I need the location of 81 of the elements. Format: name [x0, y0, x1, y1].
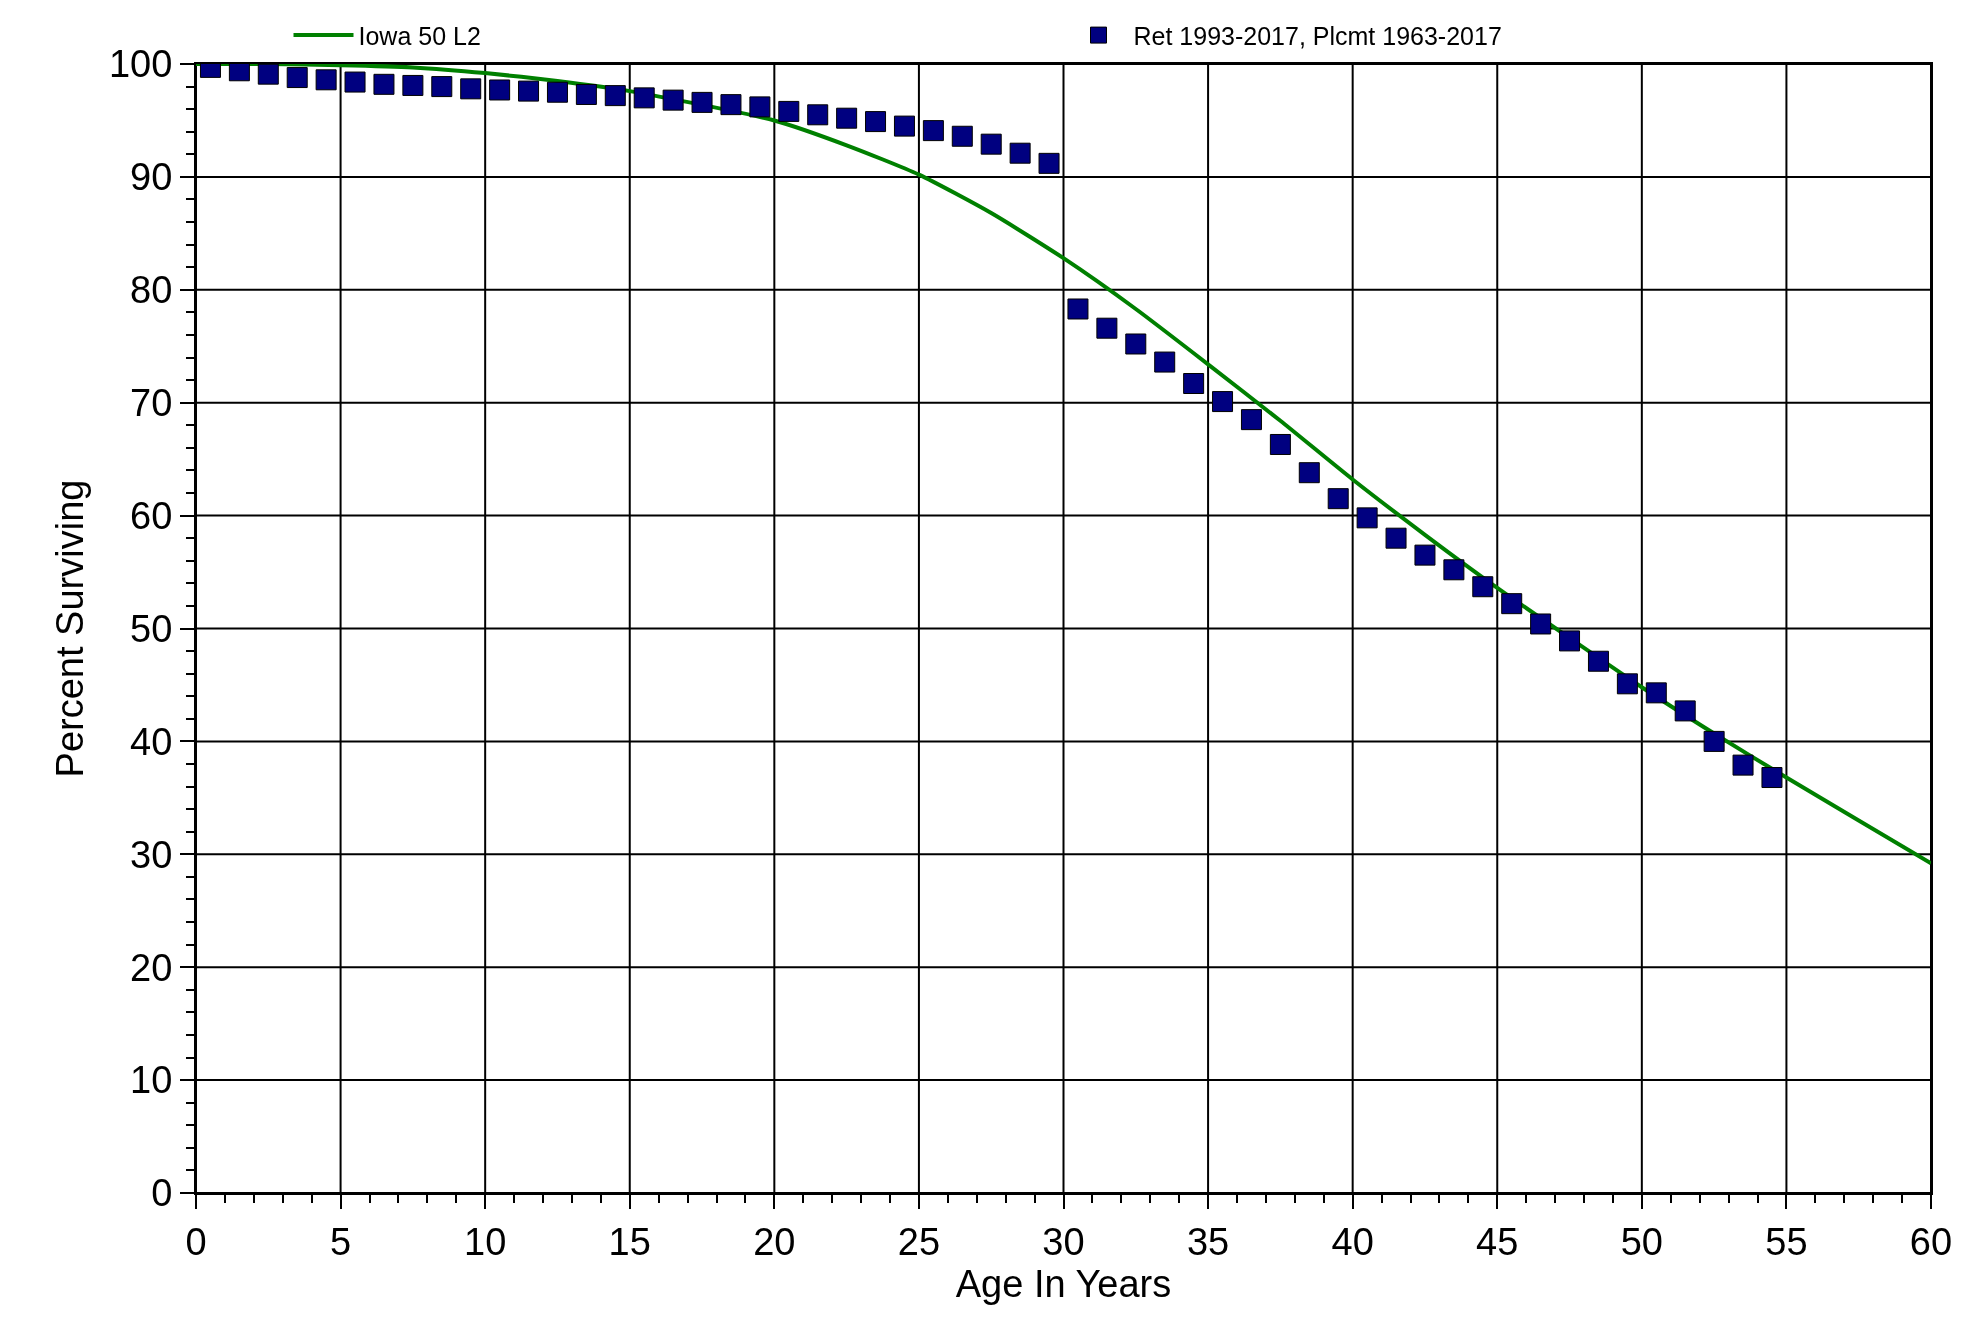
point — [980, 133, 1002, 155]
y-tick-label: 80 — [130, 269, 173, 312]
y-tick-label: 0 — [151, 1172, 173, 1215]
point — [1009, 142, 1031, 164]
point — [1674, 700, 1696, 722]
point — [1154, 351, 1176, 373]
point — [1443, 559, 1465, 581]
point — [1587, 650, 1609, 672]
point — [546, 81, 568, 103]
point — [1298, 462, 1320, 484]
point — [1761, 767, 1783, 789]
point — [922, 120, 944, 142]
point — [807, 104, 829, 126]
point — [951, 125, 973, 147]
point — [1501, 593, 1523, 615]
point — [778, 100, 800, 122]
y-tick-label: 40 — [130, 720, 173, 763]
point — [344, 71, 366, 93]
x-tick-label: 25 — [897, 1220, 941, 1263]
point — [286, 67, 308, 89]
x-tick-label: 45 — [1476, 1220, 1519, 1263]
point — [1038, 152, 1060, 174]
x-tick-label: 30 — [1042, 1220, 1085, 1263]
y-tick-label: 90 — [130, 156, 173, 199]
y-tick-label: 10 — [130, 1059, 173, 1102]
point — [633, 87, 655, 109]
point — [691, 91, 713, 113]
x-tick-label: 35 — [1186, 1220, 1230, 1263]
legend-label: Iowa 50 L2 — [358, 21, 481, 50]
point — [402, 74, 424, 96]
point — [489, 79, 511, 101]
point — [373, 73, 395, 95]
point — [257, 64, 279, 85]
point — [1559, 630, 1581, 652]
x-tick-label: 40 — [1331, 1220, 1374, 1263]
y-tick-label: 60 — [130, 494, 173, 537]
x-axis-title: Age In Years — [955, 1262, 1172, 1305]
point — [1096, 317, 1118, 339]
point — [720, 94, 742, 116]
y-tick-label: 30 — [130, 833, 173, 876]
y-tick-label: 100 — [108, 43, 173, 86]
x-tick-label: 60 — [1909, 1220, 1953, 1263]
point — [836, 107, 858, 129]
point — [604, 85, 626, 107]
point — [1183, 373, 1205, 395]
x-tick-label: 55 — [1765, 1220, 1808, 1263]
point — [1703, 730, 1725, 752]
point — [1414, 544, 1436, 566]
point — [865, 111, 887, 133]
point — [1240, 409, 1262, 431]
point — [1530, 613, 1552, 635]
point — [1269, 433, 1291, 455]
point — [749, 96, 771, 118]
y-tick-label: 70 — [130, 382, 173, 424]
x-tick-label: 20 — [753, 1220, 796, 1263]
point — [575, 83, 597, 105]
point — [1327, 488, 1349, 510]
point — [431, 76, 453, 98]
point — [1212, 391, 1234, 413]
x-tick-label: 0 — [185, 1220, 207, 1263]
x-tick-label: 50 — [1620, 1220, 1663, 1263]
y-axis-title: Percent Surviving — [48, 479, 91, 778]
point — [1472, 576, 1494, 598]
point — [315, 69, 337, 91]
x-tick-label: 5 — [330, 1220, 352, 1263]
y-tick-label: 50 — [130, 607, 173, 650]
point — [460, 78, 482, 100]
point — [1732, 754, 1754, 776]
point — [662, 89, 684, 111]
point — [1125, 333, 1147, 355]
legend-label: Ret 1993-2017, Plcmt 1963-2017 — [1133, 21, 1502, 50]
point — [1356, 507, 1378, 529]
y-tick-label: 20 — [130, 946, 173, 989]
x-tick-label: 10 — [464, 1220, 507, 1263]
point — [1067, 298, 1089, 320]
point — [1616, 673, 1638, 695]
point — [518, 80, 540, 102]
point — [1385, 527, 1407, 549]
point — [1645, 682, 1667, 704]
x-tick-label: 15 — [608, 1220, 651, 1263]
point — [893, 115, 915, 137]
